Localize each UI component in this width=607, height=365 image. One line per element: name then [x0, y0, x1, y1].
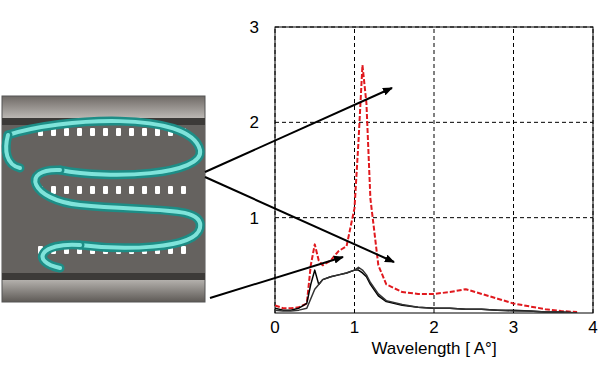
plot-frame	[275, 27, 593, 313]
y-tick-label: 3	[250, 18, 259, 37]
y-tick-label: 2	[250, 113, 259, 132]
y-tick-label: 1	[250, 209, 259, 228]
grid-line	[275, 217, 593, 218]
x-tick-label: 3	[509, 318, 518, 337]
tick-labels: 0 1 2 3 4 1 2 3	[250, 18, 598, 337]
arrow	[205, 177, 394, 262]
arrow	[210, 257, 343, 298]
grid-line	[434, 27, 435, 313]
series-line	[275, 270, 577, 313]
pointer-arrows	[205, 88, 394, 298]
x-axis-title: Wavelength [ A°]	[371, 339, 496, 358]
series-line	[275, 65, 577, 312]
grid-line	[513, 27, 514, 313]
coil-photo	[2, 96, 205, 302]
grid-line	[275, 122, 593, 123]
series-line	[275, 267, 577, 313]
series-lines	[275, 65, 577, 313]
x-tick-label: 1	[350, 318, 359, 337]
x-tick-label: 2	[429, 318, 438, 337]
arrow	[205, 88, 392, 172]
grid	[275, 27, 593, 313]
x-tick-label: 0	[270, 318, 279, 337]
x-tick-label: 4	[588, 318, 597, 337]
chart: 0 1 2 3 4 1 2 3 Wavelength [ A°]	[0, 0, 607, 365]
